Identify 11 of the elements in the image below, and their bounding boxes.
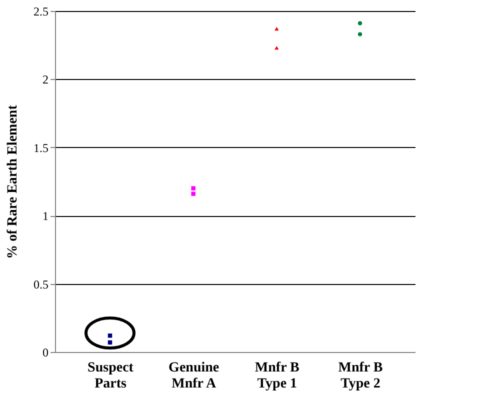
y-tick-label: 0 [42,346,48,360]
y-tick-label: 2.5 [34,4,48,18]
x-tick-label: Suspect Parts [88,360,134,392]
y-tick-label: 0.5 [34,277,48,292]
x-tick-label: Genuine Mnfr A [168,360,220,392]
y-axis-title: % of Rare Earth Element [6,104,20,259]
x-tick-label: Mnfr B Type 2 [338,360,383,392]
x-tick-label: Mnfr B Type 1 [254,360,300,392]
y-tick-label: 1 [42,209,48,224]
y-tick-label: 1.5 [34,140,48,155]
y-tick-label: 2 [42,72,48,87]
